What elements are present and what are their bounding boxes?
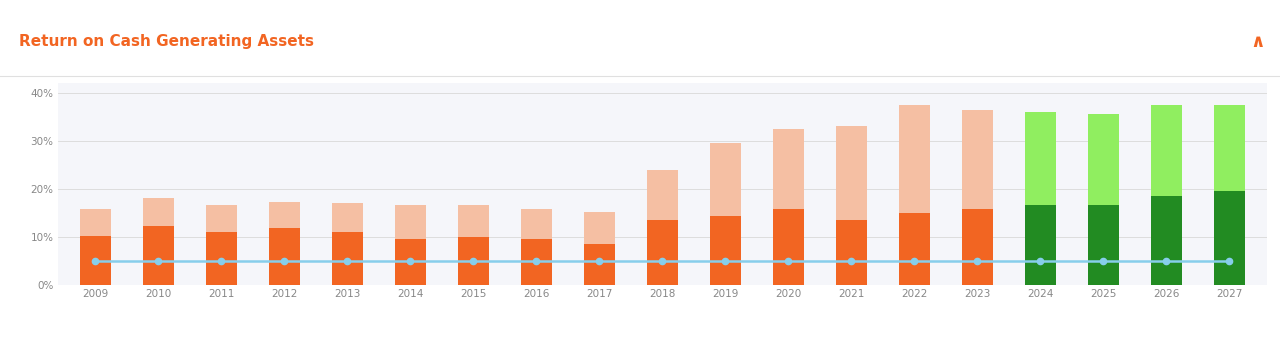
Bar <box>773 129 804 209</box>
Bar <box>1151 196 1183 285</box>
Bar <box>773 209 804 285</box>
Bar <box>709 217 741 285</box>
Bar <box>269 202 300 228</box>
Legend: Cost of Capital, Rocga X Historic, Rocga X Forecast, Rocga Historic, Rocga Forec: Cost of Capital, Rocga X Historic, Rocga… <box>372 346 952 347</box>
Bar <box>1151 105 1183 196</box>
Bar <box>584 244 616 285</box>
Bar <box>646 220 678 285</box>
Bar <box>899 213 931 285</box>
Text: Return on Cash Generating Assets: Return on Cash Generating Assets <box>19 34 314 50</box>
Bar <box>836 220 867 285</box>
Bar <box>1213 191 1245 285</box>
Bar <box>1025 112 1056 205</box>
Bar <box>1213 105 1245 191</box>
Bar <box>1088 115 1119 205</box>
Bar <box>961 110 993 209</box>
Bar <box>1025 205 1056 285</box>
Bar <box>1088 205 1119 285</box>
Bar <box>458 205 489 237</box>
Bar <box>394 239 426 285</box>
Bar <box>836 126 867 220</box>
Bar <box>646 170 678 220</box>
Bar <box>79 236 111 285</box>
Bar <box>709 143 741 217</box>
Bar <box>79 209 111 236</box>
Bar <box>269 228 300 285</box>
Bar <box>206 205 237 232</box>
Bar <box>332 203 364 232</box>
Bar <box>206 232 237 285</box>
Bar <box>899 105 931 213</box>
Bar <box>142 226 174 285</box>
Bar <box>521 239 552 285</box>
Bar <box>332 232 364 285</box>
Bar <box>458 237 489 285</box>
Text: ∧: ∧ <box>1251 33 1265 51</box>
Bar <box>142 198 174 226</box>
Bar <box>961 209 993 285</box>
Bar <box>521 209 552 239</box>
Bar <box>584 212 616 244</box>
Bar <box>394 205 426 239</box>
